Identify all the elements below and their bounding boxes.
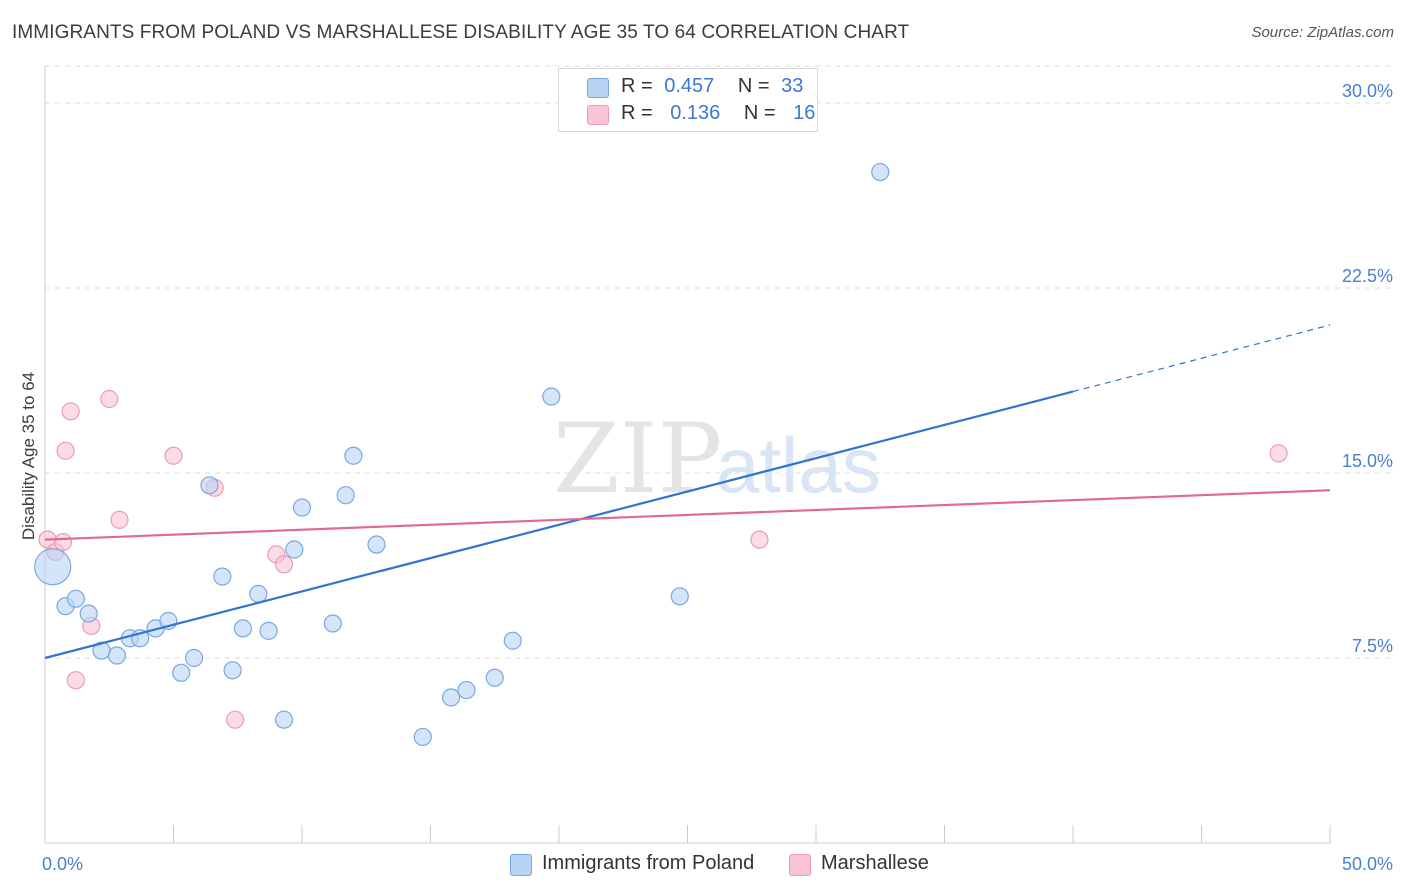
marshallese-r-value: 0.136: [670, 102, 721, 124]
marshallese-point: [110, 510, 129, 529]
poland-point: [457, 680, 476, 700]
data-points: [34, 162, 1288, 747]
poland-point: [670, 587, 689, 606]
poland-point: [107, 646, 127, 665]
poland-point: [233, 619, 252, 638]
marshallese-point: [53, 532, 73, 552]
marshallese-point: [274, 555, 294, 574]
poland-point: [200, 476, 219, 495]
marshallese-n-value: 16: [793, 102, 816, 124]
poland-r-label: R =: [621, 75, 653, 97]
poland-point: [79, 604, 98, 623]
poland-point: [249, 584, 268, 603]
poland-point: [336, 486, 355, 505]
chart-title: IMMIGRANTS FROM POLAND VS MARSHALLESE DI…: [12, 22, 910, 43]
marshallese-point: [750, 530, 769, 549]
poland-point: [34, 548, 72, 586]
poland-trend-line: [44, 390, 1074, 660]
marshallese-legend-label: Marshallese: [821, 852, 929, 874]
poland-n-label: N =: [737, 75, 770, 97]
marshallese-point: [1269, 444, 1288, 463]
axes: [44, 66, 1331, 844]
trend-lines: [44, 324, 1331, 660]
marshallese-swatch-icon: [587, 105, 609, 125]
y-tick-label: 7.5%: [1352, 636, 1393, 656]
marshallese-legend-icon: [789, 854, 811, 876]
poland-point: [441, 688, 461, 707]
marshallese-n-label: N =: [743, 102, 776, 124]
poland-point: [172, 663, 191, 682]
poland-point: [323, 614, 342, 633]
poland-point: [285, 540, 304, 559]
poland-point: [367, 535, 386, 554]
poland-point: [184, 648, 204, 668]
poland-point: [503, 631, 522, 650]
watermark-zip: ZIP: [553, 403, 722, 515]
poland-point: [274, 710, 294, 729]
y-tick-label: 22.5%: [1342, 266, 1393, 286]
x-tick-label: 50.0%: [1342, 854, 1393, 874]
watermark: ZIP atlas: [553, 403, 881, 515]
poland-point: [344, 446, 363, 465]
poland-point: [223, 661, 242, 680]
poland-r-value: 0.457: [664, 75, 715, 97]
poland-point: [542, 387, 561, 406]
correlation-legend: R = 0.457 N = 33 R = 0.136 N = 16: [558, 68, 818, 132]
poland-trend-extension: [1072, 324, 1331, 393]
marshallese-point: [164, 446, 183, 465]
watermark-atlas: atlas: [716, 421, 881, 509]
y-tick-label: 30.0%: [1342, 81, 1393, 101]
y-tick-label: 15.0%: [1342, 451, 1393, 471]
gridlines: [45, 65, 1390, 659]
poland-point: [292, 498, 312, 517]
poland-swatch-icon: [587, 78, 609, 98]
marshallese-trend-line: [44, 489, 1331, 541]
marshallese-point: [226, 710, 245, 729]
poland-n-value: 33: [781, 75, 804, 97]
poland-point: [259, 621, 278, 640]
poland-legend-icon: [510, 854, 532, 876]
marshallese-point: [61, 402, 80, 421]
x-tick-label: 0.0%: [42, 854, 83, 874]
poland-point: [413, 727, 432, 747]
marshallese-r-label: R =: [621, 102, 653, 124]
poland-point: [213, 567, 232, 586]
marshallese-point: [100, 389, 119, 409]
marshallese-point: [56, 441, 75, 460]
marshallese-point: [66, 671, 85, 690]
poland-point: [66, 589, 85, 608]
source-label: Source: ZipAtlas.com: [1251, 24, 1394, 41]
poland-legend-label: Immigrants from Poland: [542, 852, 755, 874]
tick-labels: 7.5% 15.0% 22.5% 30.0% 0.0% 50.0%: [42, 81, 1393, 874]
y-axis-label: Disability Age 35 to 64: [19, 372, 38, 540]
poland-point: [871, 162, 890, 182]
poland-point: [485, 668, 504, 687]
